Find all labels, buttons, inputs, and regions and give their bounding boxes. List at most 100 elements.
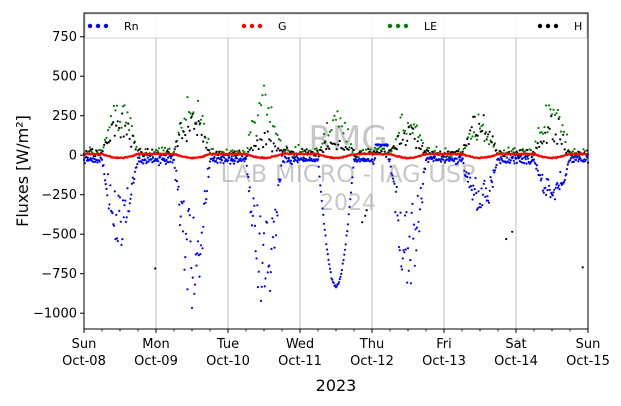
rn-point <box>250 224 254 227</box>
rn-point <box>178 223 182 227</box>
rn-point <box>486 195 489 198</box>
h-point <box>326 145 329 148</box>
watermark: RMG LAB MICRO - IAG USP 2024 <box>220 119 475 216</box>
rn-point <box>184 232 188 235</box>
le-point <box>265 113 269 116</box>
le-point <box>544 104 548 107</box>
rn-point <box>106 194 109 197</box>
rn-point <box>98 160 101 163</box>
x-tick-day: Sat <box>505 337 526 352</box>
x-tick-day: Sun <box>72 337 97 352</box>
le-point <box>321 142 324 145</box>
le-point <box>486 135 489 138</box>
rn-point <box>100 158 104 161</box>
rn-point <box>271 236 275 239</box>
h-point <box>178 133 181 136</box>
le-point <box>105 136 108 139</box>
rn-point <box>118 209 121 212</box>
h-point <box>265 143 268 146</box>
h-point <box>88 150 91 153</box>
rn-point <box>269 271 272 274</box>
rn-point <box>499 156 503 159</box>
h-point <box>284 148 287 151</box>
rn-point <box>187 207 191 211</box>
h-point <box>179 121 182 125</box>
le-point <box>184 118 188 121</box>
le-point <box>259 104 263 107</box>
rn-point <box>248 186 251 189</box>
le-point <box>382 147 386 150</box>
rn-point <box>523 156 527 159</box>
y-tick-label: −1000 <box>33 307 77 322</box>
h-point <box>124 124 127 127</box>
h-point <box>464 144 467 147</box>
le-point <box>301 150 305 153</box>
le-point <box>247 133 251 136</box>
h-point <box>484 132 487 135</box>
h-point <box>304 150 307 153</box>
rn-point <box>509 159 512 162</box>
rn-point <box>335 285 338 288</box>
rn-point <box>223 160 227 163</box>
h-point <box>407 126 410 129</box>
le-point <box>124 121 128 124</box>
rn-point <box>532 158 536 161</box>
rn-point <box>415 226 419 229</box>
h-point <box>139 147 142 150</box>
le-point <box>549 108 552 111</box>
le-point <box>369 148 372 151</box>
rn-point <box>417 220 420 223</box>
rn-point <box>313 160 317 163</box>
h-point <box>350 147 353 150</box>
h-point <box>494 149 497 152</box>
rn-point <box>413 264 416 267</box>
h-point <box>392 145 395 148</box>
rn-point <box>254 250 257 253</box>
rn-point <box>526 157 530 160</box>
h-point <box>257 147 260 151</box>
h-point <box>125 133 128 136</box>
rn-point <box>448 159 451 163</box>
h-point <box>487 133 490 136</box>
rn-point <box>416 194 419 197</box>
rn-point <box>106 173 110 176</box>
rn-point <box>517 156 521 160</box>
rn-point <box>481 193 485 196</box>
rn-point <box>536 169 539 172</box>
rn-point <box>147 160 150 163</box>
rn-point <box>554 186 557 189</box>
x-axis-ticks: Sun Oct-08 Mon Oct-09 Tue Oct-10 Wed Oct-11 Thu O… <box>62 329 610 369</box>
rn-point <box>216 161 219 164</box>
le-point <box>364 148 368 151</box>
rn-point <box>213 155 216 159</box>
h-point <box>263 131 266 135</box>
le-point <box>558 115 561 119</box>
rn-point <box>337 282 340 286</box>
rn-point <box>188 214 191 217</box>
h-point <box>488 130 491 133</box>
h-point <box>469 129 472 132</box>
le-point <box>339 117 342 120</box>
rn-point <box>265 221 269 224</box>
le-point <box>118 120 122 123</box>
h-point <box>403 132 406 135</box>
le-point <box>552 108 555 111</box>
le-point <box>472 131 476 134</box>
rn-point <box>484 187 488 190</box>
h-point <box>424 150 427 153</box>
rn-point <box>514 157 518 160</box>
rn-point <box>482 182 485 185</box>
rn-point <box>339 275 342 278</box>
h-point <box>419 147 422 151</box>
rn-point <box>478 202 482 205</box>
rn-point <box>229 162 232 165</box>
rn-point <box>541 173 544 176</box>
rn-point <box>443 161 446 164</box>
x-tick-day: Sun <box>576 337 601 352</box>
h-point <box>391 147 394 150</box>
rn-point <box>480 187 483 190</box>
rn-point <box>371 160 374 163</box>
rn-point <box>148 155 152 158</box>
rn-point <box>338 278 341 281</box>
rn-point <box>495 163 498 167</box>
